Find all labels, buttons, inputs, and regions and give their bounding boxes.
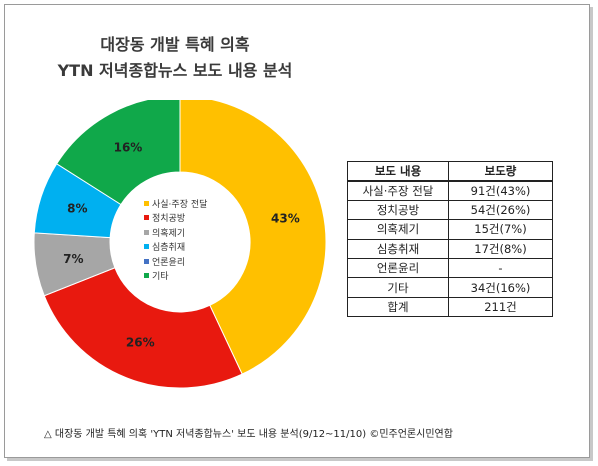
legend-swatch <box>144 215 149 221</box>
table-row: 언론윤리 - <box>347 257 553 279</box>
table-header-amount: 보도량 <box>448 160 553 182</box>
legend-item: 심층취재 <box>144 240 207 255</box>
table-cell-count: 17건(8%) <box>448 238 553 259</box>
table-cell-count: - <box>448 257 553 279</box>
slice-data-label: 7% <box>63 252 83 266</box>
donut-slice <box>43 267 243 389</box>
legend-item: 정치공방 <box>144 211 207 226</box>
table-row-total: 합계 211건 <box>347 296 553 318</box>
table-cell-category: 사실·주장 전달 <box>347 180 449 201</box>
table-cell-category: 심층취재 <box>347 238 449 259</box>
legend-item: 언론윤리 <box>144 254 207 269</box>
table-cell-category: 합계 <box>347 296 449 318</box>
chart-title: 대장동 개발 특혜 의혹 YTN 저녁종합뉴스 보도 내용 분석 <box>45 33 305 85</box>
legend-label: 정치공방 <box>152 214 186 225</box>
slice-data-label: 16% <box>114 140 143 154</box>
table-cell-category: 정치공방 <box>347 199 449 221</box>
chart-title-line2: YTN 저녁종합뉴스 보도 내용 분석 <box>57 61 293 80</box>
slice-data-label: 8% <box>67 202 87 216</box>
slice-data-label: 26% <box>126 335 155 349</box>
legend-item: 사실·주장 전달 <box>144 196 207 211</box>
table-cell-category: 언론윤리 <box>347 257 449 279</box>
table-row: 사실·주장 전달 91건(43%) <box>347 180 553 201</box>
legend-item: 기타 <box>144 269 207 284</box>
donut-slice <box>56 100 181 206</box>
table-cell-count: 211건 <box>448 296 553 318</box>
legend-label: 기타 <box>152 272 169 283</box>
table-cell-count: 34건(16%) <box>448 277 553 298</box>
legend-swatch <box>144 258 149 264</box>
table-cell-category: 기타 <box>347 277 449 298</box>
legend-label: 언론윤리 <box>152 257 186 268</box>
legend-label: 의혹제기 <box>152 228 186 239</box>
chart-title-line1: 대장동 개발 특혜 의혹 <box>100 35 250 54</box>
table-header-row: 보도 내용 보도량 <box>347 160 553 182</box>
table-row: 기타 34건(16%) <box>347 277 553 298</box>
coverage-table: 보도 내용 보도량 사실·주장 전달 91건(43%) 정치공방 54건(26%… <box>347 160 553 318</box>
table-cell-count: 91건(43%) <box>448 180 553 201</box>
table-row: 의혹제기 15건(7%) <box>347 219 553 240</box>
table-row: 정치공방 54건(26%) <box>347 199 553 221</box>
legend-label: 심층취재 <box>152 243 186 254</box>
figure-caption: △ 대장동 개발 특혜 의혹 'YTN 저녁종합뉴스' 보도 내용 분석(9/1… <box>44 429 453 440</box>
table-cell-category: 의혹제기 <box>347 219 449 240</box>
legend-swatch <box>144 244 149 250</box>
legend-swatch <box>144 229 149 235</box>
table-cell-count: 54건(26%) <box>448 199 553 221</box>
legend-item: 의혹제기 <box>144 225 207 240</box>
table-cell-count: 15건(7%) <box>448 219 553 240</box>
donut-slice <box>179 100 327 375</box>
legend-swatch <box>144 200 149 206</box>
legend-label: 사실·주장 전달 <box>152 199 208 210</box>
slice-data-label: 43% <box>271 211 300 225</box>
legend-swatch <box>144 273 149 279</box>
table-header-content: 보도 내용 <box>347 160 449 182</box>
table-row: 심층취재 17건(8%) <box>347 238 553 259</box>
donut-chart: 43% 26% 7% 8% 16% <box>33 100 327 389</box>
